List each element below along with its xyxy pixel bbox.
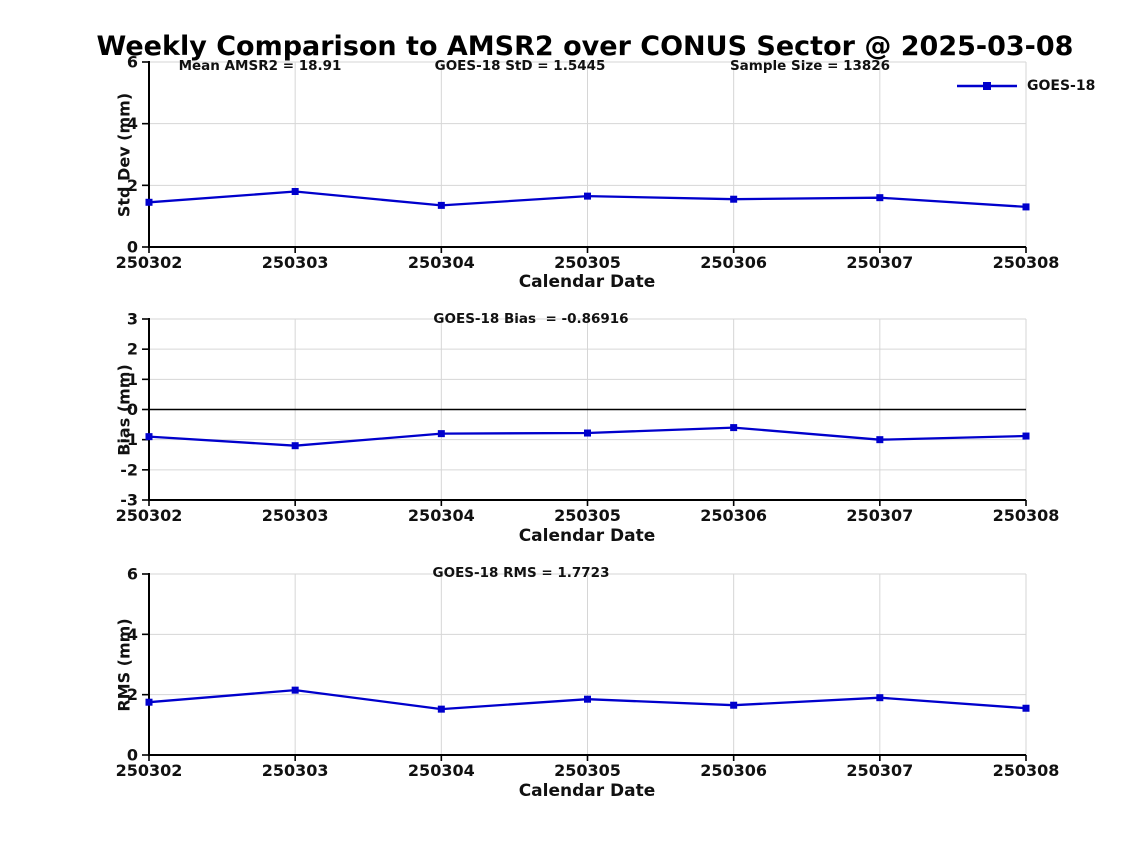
data-marker [730,195,738,203]
x-tick-label: 250305 [554,506,621,525]
data-marker [437,705,445,713]
x-tick-label: 250304 [408,761,475,780]
data-marker [876,436,884,444]
x-tick-label: 250308 [993,253,1060,272]
xlabel-std-dev: Calendar Date [518,272,656,292]
x-tick-label: 250306 [700,506,767,525]
data-marker [145,433,153,441]
x-tick-label: 250302 [116,761,183,780]
x-tick-label: 250303 [262,253,329,272]
data-marker [1022,203,1030,211]
annotation-goes18-bias: GOES-18 Bias = -0.86916 [433,311,629,327]
y-tick-label: 4 [127,114,138,133]
x-tick-label: 250305 [554,761,621,780]
x-tick-label: 250308 [993,761,1060,780]
annotation-goes18-rms: GOES-18 RMS = 1.7723 [432,565,610,581]
data-marker [730,701,738,709]
data-marker [584,695,591,703]
legend-label: GOES-18 [1027,78,1096,94]
x-tick-label: 250304 [408,506,475,525]
x-tick-label: 250302 [116,506,183,525]
data-marker [584,429,591,437]
y-tick-label: 0 [127,746,138,765]
xlabel-bias: Calendar Date [518,526,656,546]
x-tick-label: 250306 [700,761,767,780]
data-marker [1022,432,1030,440]
x-tick-label: 250308 [993,506,1060,525]
data-marker [437,430,445,438]
y-tick-label: 2 [127,340,138,359]
y-tick-label: 2 [127,176,138,195]
legend-line-sample [957,82,1017,90]
y-tick-label: 0 [127,238,138,257]
y-tick-label: -1 [120,430,138,449]
x-tick-label: 250306 [700,253,767,272]
data-marker [876,694,884,702]
data-marker [291,188,299,195]
annotation-sample-size: Sample Size = 13826 [729,58,891,74]
ylabel-rms: RMS (mm) [114,618,134,712]
x-tick-label: 250307 [846,506,913,525]
data-marker [730,424,738,432]
y-tick-label: 1 [127,370,138,389]
data-marker [876,194,884,202]
y-tick-label: 0 [127,400,138,419]
xlabel-rms: Calendar Date [518,781,656,801]
data-marker [437,201,445,209]
annotation-goes18-std: GOES-18 StD = 1.5445 [434,58,606,74]
x-tick-label: 250305 [554,253,621,272]
data-marker [1022,704,1030,712]
data-marker [584,192,591,200]
y-tick-label: 2 [127,685,138,704]
x-tick-label: 250307 [846,761,913,780]
figure-title: Weekly Comparison to AMSR2 over CONUS Se… [96,31,1074,62]
data-marker [291,686,299,694]
legend-marker-icon [983,82,991,90]
y-tick-label: 6 [127,53,138,72]
y-tick-label: 4 [127,625,138,644]
x-tick-label: 250302 [116,253,183,272]
y-tick-label: -2 [120,460,138,479]
y-tick-label: -3 [120,491,138,510]
data-marker [145,198,153,206]
x-tick-label: 250307 [846,253,913,272]
ylabel-std-dev: Std Dev (mm) [114,92,134,218]
ylabel-bias: Bias (mm) [114,364,134,456]
y-tick-label: 3 [127,310,138,329]
data-marker [291,442,299,450]
data-marker [145,698,153,706]
x-tick-label: 250303 [262,506,329,525]
y-tick-label: 6 [127,565,138,584]
x-tick-label: 250304 [408,253,475,272]
annotation-mean-amsr2: Mean AMSR2 = 18.91 [178,58,342,74]
legend: GOES-18 [956,78,1095,94]
x-tick-label: 250303 [262,761,329,780]
